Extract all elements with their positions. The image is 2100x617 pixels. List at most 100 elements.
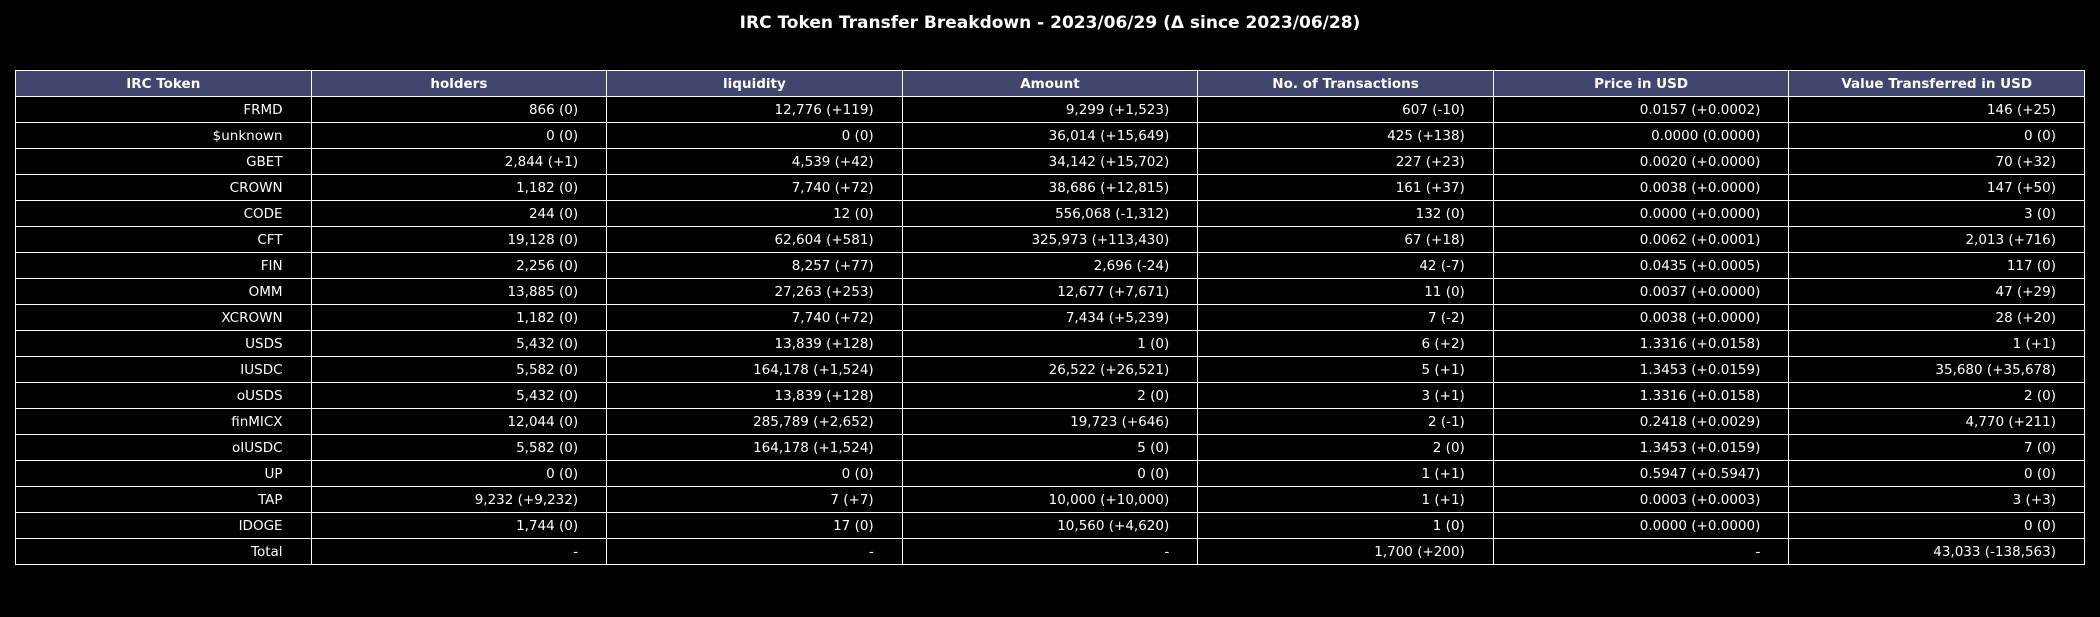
column-header: liquidity (606, 70, 903, 97)
token-name-cell: CODE (15, 200, 312, 227)
table-cell: 2 (0) (1788, 382, 2085, 409)
table-cell: 5,582 (0) (310, 434, 608, 461)
token-name-cell: IUSDC (15, 356, 312, 383)
token-name-cell: oUSDS (15, 382, 312, 409)
table-cell: 0.0000 (+0.0000) (1492, 512, 1790, 539)
token-name-cell: FRMD (15, 96, 312, 123)
table-cell: 1,700 (+200) (1197, 538, 1494, 565)
table-row: UP 0 (0) 0 (0) 0 (0) 1 (+1) 0.5947 (+0.5947) 0… (15, 460, 2085, 487)
token-name-cell: XCROWN (15, 304, 312, 331)
table-cell: 866 (0) (310, 96, 608, 123)
table-cell: 0.0062 (+0.0001) (1492, 226, 1790, 253)
table-cell: 227 (+23) (1197, 148, 1494, 175)
table-cell: 1,182 (0) (310, 174, 608, 201)
table-cell: 161 (+37) (1197, 174, 1494, 201)
table-cell: 4,539 (+42) (606, 148, 903, 175)
table-cell: 1 (+1) (1197, 460, 1494, 487)
table-cell: - (606, 538, 903, 565)
table-cell: 285,789 (+2,652) (606, 408, 903, 435)
table-cell: 7,740 (+72) (606, 174, 903, 201)
table-cell: 147 (+50) (1788, 174, 2085, 201)
table-cell: 244 (0) (310, 200, 608, 227)
table-row: finMICX 12,044 (0) 285,789 (+2,652) 19,723 … (15, 408, 2085, 435)
table-cell: 7 (0) (1788, 434, 2085, 461)
table-cell: 6 (+2) (1197, 330, 1494, 357)
table-cell: 42 (-7) (1197, 252, 1494, 279)
table-cell: 146 (+25) (1788, 96, 2085, 123)
table-cell: 7 (+7) (606, 486, 903, 513)
token-name-cell: UP (15, 460, 312, 487)
table-cell: 0.5947 (+0.5947) (1492, 460, 1790, 487)
table-cell: 1.3316 (+0.0158) (1492, 330, 1790, 357)
table-row: IDOGE 1,744 (0) 17 (0) 10,560 (+4,620) 1 (0)… (15, 512, 2085, 539)
token-name-cell: GBET (15, 148, 312, 175)
table-cell: 28 (+20) (1788, 304, 2085, 331)
token-name-cell: USDS (15, 330, 312, 357)
table-cell: 0 (0) (310, 460, 608, 487)
table-cell: 19,723 (+646) (901, 408, 1199, 435)
table-cell: 425 (+138) (1197, 122, 1494, 149)
table-row: CROWN 1,182 (0) 7,740 (+72) 38,686 (+12,815… (15, 174, 2085, 201)
table-cell: 556,068 (-1,312) (901, 200, 1199, 227)
table-cell: 10,560 (+4,620) (901, 512, 1199, 539)
table-cell: 1 (0) (1197, 512, 1494, 539)
table-cell: 0 (0) (1788, 512, 2085, 539)
table-cell: 0.0435 (+0.0005) (1492, 252, 1790, 279)
table-row: IUSDC 5,582 (0) 164,178 (+1,524) 26,522 (+2… (15, 356, 2085, 383)
table-cell: 0 (0) (1788, 460, 2085, 487)
table-cell: 2 (0) (1197, 434, 1494, 461)
table-cell: 9,299 (+1,523) (901, 96, 1199, 123)
column-header: IRC Token (15, 70, 312, 97)
table-row: GBET 2,844 (+1) 4,539 (+42) 34,142 (+15,702… (15, 148, 2085, 175)
table-cell: 5 (0) (901, 434, 1199, 461)
table-cell: 0.0038 (+0.0000) (1492, 304, 1790, 331)
table-cell: 0.0003 (+0.0003) (1492, 486, 1790, 513)
table-cell: 1,182 (0) (310, 304, 608, 331)
table-row: XCROWN 1,182 (0) 7,740 (+72) 7,434 (+5,239)… (15, 304, 2085, 331)
table-cell: 2 (-1) (1197, 408, 1494, 435)
table-cell: 1 (+1) (1788, 330, 2085, 357)
table-cell: 607 (-10) (1197, 96, 1494, 123)
token-transfer-table: IRC Token holders liquidity Amount No. of Tr… (15, 70, 2085, 565)
token-name-cell: Total (15, 538, 312, 565)
table-cell: 12,776 (+119) (606, 96, 903, 123)
table-row: FIN 2,256 (0) 8,257 (+77) 2,696 (-24) 42 (-7… (15, 252, 2085, 279)
table-cell: 9,232 (+9,232) (310, 486, 608, 513)
table-cell: 0.0157 (+0.0002) (1492, 96, 1790, 123)
table-cell: 1.3453 (+0.0159) (1492, 434, 1790, 461)
table-cell: - (310, 538, 608, 565)
table-cell: 5 (+1) (1197, 356, 1494, 383)
table-cell: 13,839 (+128) (606, 382, 903, 409)
token-name-cell: oIUSDC (15, 434, 312, 461)
table-row: FRMD 866 (0) 12,776 (+119) 9,299 (+1,523) 60… (15, 96, 2085, 123)
table-cell: 1 (+1) (1197, 486, 1494, 513)
table-cell: 0.0038 (+0.0000) (1492, 174, 1790, 201)
token-name-cell: CROWN (15, 174, 312, 201)
table-cell: 17 (0) (606, 512, 903, 539)
chart-title: IRC Token Transfer Breakdown - 2023/06/2… (739, 13, 1361, 33)
table-cell: - (1492, 538, 1790, 565)
table-cell: 34,142 (+15,702) (901, 148, 1199, 175)
table-cell: 1.3316 (+0.0158) (1492, 382, 1790, 409)
table-cell: 62,604 (+581) (606, 226, 903, 253)
table-cell: 2,844 (+1) (310, 148, 608, 175)
table-cell: 3 (0) (1788, 200, 2085, 227)
table-cell: 0.2418 (+0.0029) (1492, 408, 1790, 435)
table-cell: 13,885 (0) (310, 278, 608, 305)
total-row: Total - - -1,700 (+200) -43,033 (-138,563) (15, 538, 2085, 565)
table-cell: 3 (+3) (1788, 486, 2085, 513)
token-name-cell: IDOGE (15, 512, 312, 539)
table-cell: 2 (0) (901, 382, 1199, 409)
table-cell: 19,128 (0) (310, 226, 608, 253)
token-name-cell: OMM (15, 278, 312, 305)
table-row: OMM 13,885 (0) 27,263 (+253) 12,677 (+7,671… (15, 278, 2085, 305)
table-cell: 43,033 (-138,563) (1788, 538, 2085, 565)
table-cell: 27,263 (+253) (606, 278, 903, 305)
table-cell: 13,839 (+128) (606, 330, 903, 357)
table-cell: 117 (0) (1788, 252, 2085, 279)
table-cell: 35,680 (+35,678) (1788, 356, 2085, 383)
table-cell: 7,740 (+72) (606, 304, 903, 331)
table-cell: 164,178 (+1,524) (606, 356, 903, 383)
table-cell: 1.3453 (+0.0159) (1492, 356, 1790, 383)
table-cell: 1 (0) (901, 330, 1199, 357)
